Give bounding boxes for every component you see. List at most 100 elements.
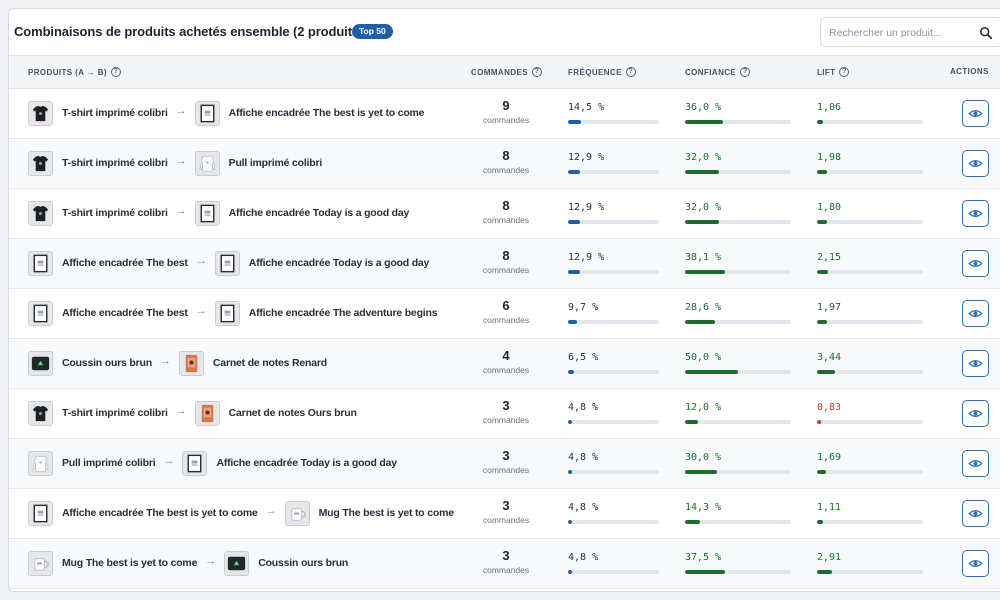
orders-label: commandes xyxy=(482,465,530,475)
frequency-bar-fill xyxy=(568,570,573,574)
view-details-button[interactable] xyxy=(962,250,989,277)
search-icon[interactable] xyxy=(979,26,993,40)
lift-bar-fill xyxy=(817,320,828,324)
orders-count: 8 xyxy=(502,198,510,213)
product-a-name[interactable]: T-shirt imprimé colibri xyxy=(62,157,168,169)
table-row[interactable]: Coussin ours brun → Carnet de notes Renard… xyxy=(9,339,1000,389)
view-details-button[interactable] xyxy=(962,500,989,527)
frequency-bar xyxy=(568,570,659,574)
frequency-bar-fill xyxy=(568,320,577,324)
eye-icon xyxy=(968,560,983,567)
product-b-name[interactable]: Affiche encadrée Today is a good day xyxy=(228,207,410,219)
product-a-name[interactable]: T-shirt imprimé colibri xyxy=(62,107,168,119)
orders-label: commandes xyxy=(482,165,530,175)
product-a-thumbnail xyxy=(28,251,53,276)
help-icon[interactable]: ? xyxy=(839,67,850,77)
lift-bar xyxy=(817,420,923,424)
lift-bar xyxy=(817,220,923,224)
frequency-bar-fill xyxy=(568,420,573,424)
product-a-thumbnail xyxy=(28,101,53,126)
frequency-bar xyxy=(568,120,659,124)
lift-bar xyxy=(817,520,923,524)
product-b-name[interactable]: Coussin ours brun xyxy=(258,557,349,569)
column-header-confidence[interactable]: CONFIANCE ? xyxy=(685,67,751,77)
confidence-bar xyxy=(685,220,791,224)
view-details-button[interactable] xyxy=(962,100,989,127)
view-details-button[interactable] xyxy=(962,350,989,377)
product-a-thumbnail xyxy=(28,151,53,176)
table-row[interactable]: T-shirt imprimé colibri → Affiche encadrée… xyxy=(9,89,1000,139)
product-b-name[interactable]: Affiche encadrée Today is a good day xyxy=(216,457,397,469)
product-a-thumbnail xyxy=(28,351,53,376)
frequency-bar-fill xyxy=(568,120,582,124)
view-details-button[interactable] xyxy=(962,150,989,177)
product-b-name[interactable]: Affiche encadrée Today is a good day xyxy=(248,257,430,269)
orders-label: commandes xyxy=(482,565,530,575)
frequency-bar-fill xyxy=(568,470,573,474)
column-header-products[interactable]: PRODUITS (A → B) ? xyxy=(28,67,121,77)
help-icon[interactable]: ? xyxy=(625,67,636,77)
product-a-name[interactable]: Coussin ours brun xyxy=(62,357,152,369)
column-header-lift[interactable]: LIFT ? xyxy=(817,67,850,77)
orders-label: commandes xyxy=(482,215,530,225)
product-a-name[interactable]: Mug The best is yet to come xyxy=(62,557,198,569)
orders-count: 6 xyxy=(502,298,510,313)
table-row[interactable]: T-shirt imprimé colibri → Carnet de notes … xyxy=(9,389,1000,439)
help-icon[interactable]: ? xyxy=(111,67,121,77)
frequency-bar xyxy=(568,270,659,274)
product-a-name[interactable]: Affiche encadrée The best xyxy=(62,307,188,319)
confidence-bar xyxy=(685,320,791,324)
view-details-button[interactable] xyxy=(962,450,989,477)
table-row[interactable]: Pull imprimé colibri → Affiche encadrée To… xyxy=(9,439,1000,489)
product-b-name[interactable]: Mug The best is yet to come xyxy=(318,507,454,519)
product-a-name[interactable]: T-shirt imprimé colibri xyxy=(62,207,168,219)
search-input[interactable] xyxy=(829,24,969,41)
frequency-value: 14,5 % xyxy=(568,102,605,113)
column-header-orders[interactable]: COMMANDES ? xyxy=(471,67,542,77)
product-a-name[interactable]: Affiche encadrée The best is yet to come xyxy=(62,507,258,519)
product-b-name[interactable]: Affiche encadrée The adventure begins xyxy=(248,307,438,319)
product-a-name[interactable]: T-shirt imprimé colibri xyxy=(62,407,168,419)
arrow-right-icon: → xyxy=(195,305,207,317)
product-a-name[interactable]: Pull imprimé colibri xyxy=(62,457,156,469)
table-row[interactable]: Affiche encadrée The best → Affiche encadr… xyxy=(9,239,1000,289)
frequency-bar-fill xyxy=(568,220,580,224)
confidence-bar xyxy=(685,270,791,274)
eye-icon xyxy=(968,510,983,517)
help-icon[interactable]: ? xyxy=(531,67,542,77)
lift-bar xyxy=(817,320,923,324)
orders-count: 9 xyxy=(502,98,510,113)
frequency-value: 12,9 % xyxy=(568,202,605,213)
view-details-button[interactable] xyxy=(962,550,989,577)
top-badge: Top 50 xyxy=(352,24,393,39)
frequency-bar xyxy=(568,420,659,424)
product-b-thumbnail xyxy=(224,551,250,576)
product-b-name[interactable]: Carnet de notes Ours brun xyxy=(228,407,357,419)
view-details-button[interactable] xyxy=(962,400,989,427)
lift-bar-fill xyxy=(817,370,836,374)
search-box[interactable] xyxy=(820,17,1000,47)
product-b-name[interactable]: Carnet de notes Renard xyxy=(212,357,327,369)
frequency-bar xyxy=(568,470,659,474)
product-a-name[interactable]: Affiche encadrée The best xyxy=(62,257,188,269)
table-row[interactable]: Affiche encadrée The best is yet to come… xyxy=(9,489,1000,539)
arrow-right-icon: → xyxy=(163,455,175,467)
orders-label: commandes xyxy=(482,365,530,375)
help-icon[interactable]: ? xyxy=(740,67,751,77)
table-row[interactable]: Mug The best is yet to come → Coussin ours… xyxy=(9,539,1000,589)
table-row[interactable]: T-shirt imprimé colibri → Affiche encadrée… xyxy=(9,189,1000,239)
table-row[interactable]: Affiche encadrée The best → Affiche encadr… xyxy=(9,289,1000,339)
eye-icon xyxy=(968,210,983,217)
column-header-frequency[interactable]: FRÉQUENCE ? xyxy=(568,67,636,77)
view-details-button[interactable] xyxy=(962,200,989,227)
view-details-button[interactable] xyxy=(962,300,989,327)
table-row[interactable]: T-shirt imprimé colibri → Pull imprimé col… xyxy=(9,139,1000,189)
confidence-bar-fill xyxy=(685,370,738,374)
product-a-thumbnail xyxy=(28,301,53,326)
product-b-name[interactable]: Affiche encadrée The best is yet to come xyxy=(228,107,425,119)
product-b-name[interactable]: Pull imprimé colibri xyxy=(228,157,323,169)
arrow-right-icon: → xyxy=(175,155,187,167)
arrow-right-icon: → xyxy=(159,355,171,367)
lift-value: 1,80 xyxy=(817,202,842,213)
column-header-frequency-label: FRÉQUENCE xyxy=(568,67,622,77)
